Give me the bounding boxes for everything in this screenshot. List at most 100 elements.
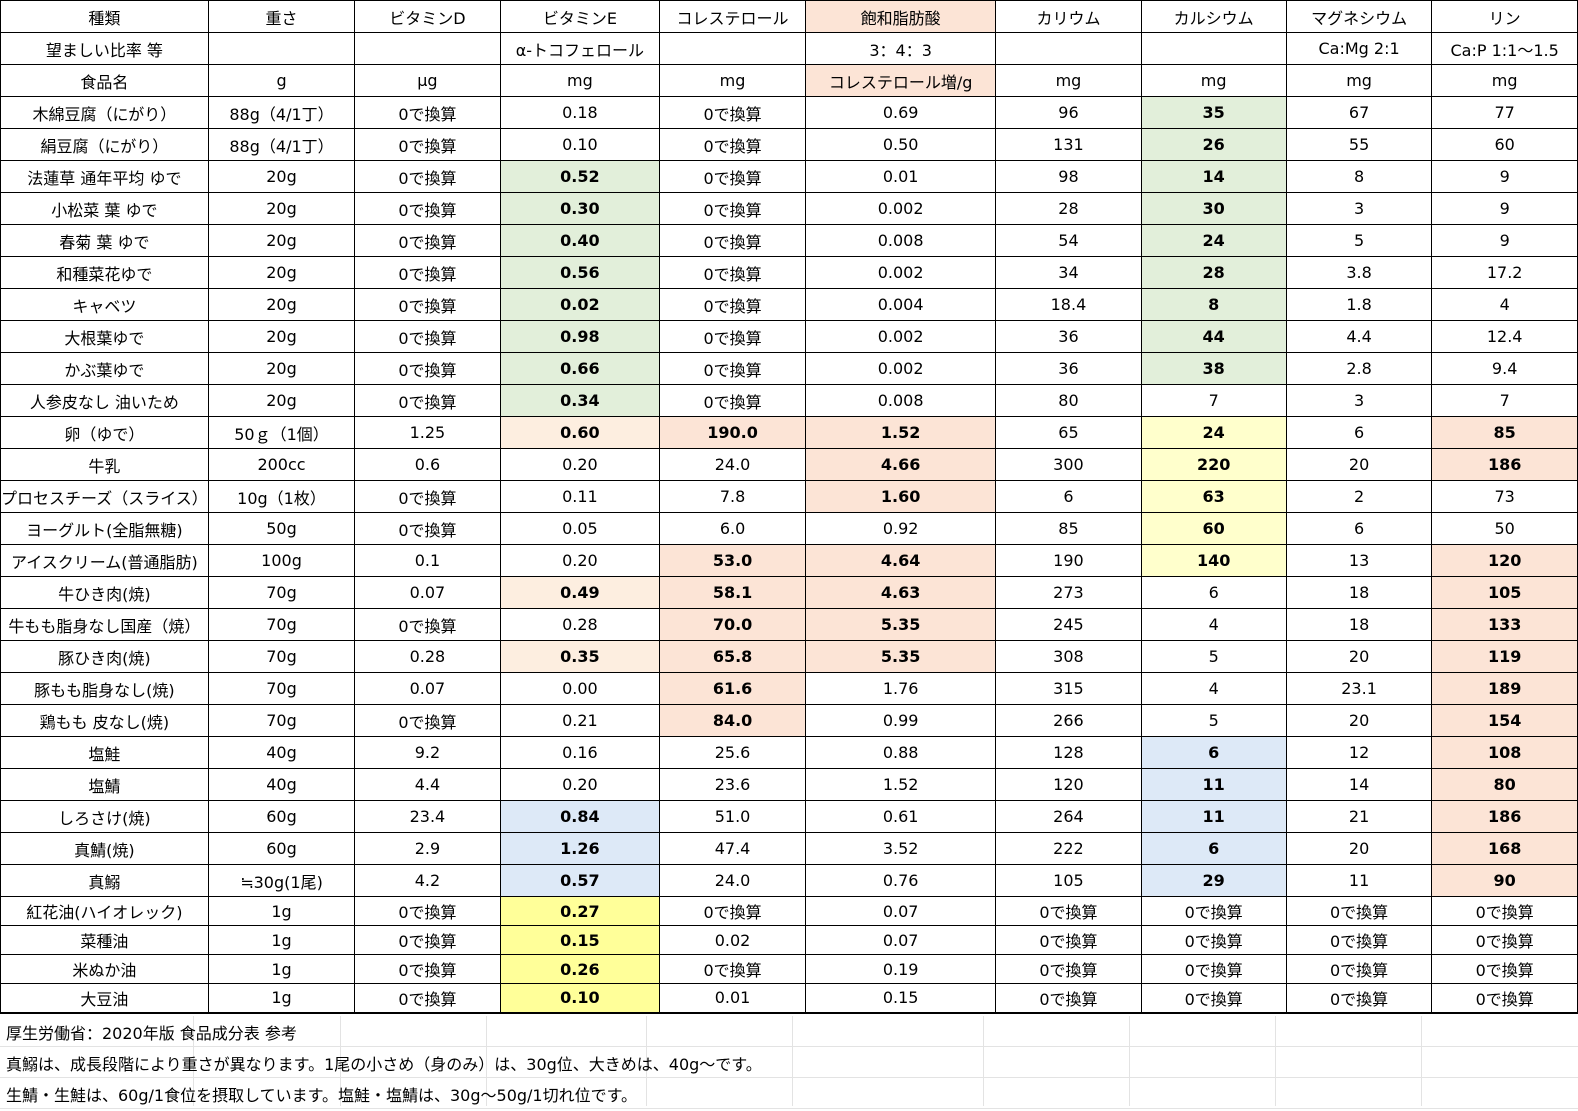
phosphorus-cell[interactable]: 80 — [1431, 768, 1578, 801]
header-cell[interactable]: g — [207, 64, 356, 97]
calcium-cell[interactable]: 4 — [1140, 672, 1287, 705]
vitamin-e-cell[interactable]: 0.34 — [499, 384, 661, 417]
vitamin-d-cell[interactable]: 1.25 — [354, 416, 501, 449]
vitamin-e-cell[interactable]: 0.52 — [499, 160, 661, 193]
cholesterol-cell[interactable]: 0.02 — [659, 925, 806, 955]
vitamin-e-cell[interactable]: 0.30 — [499, 192, 661, 225]
phosphorus-cell[interactable]: 9.4 — [1431, 352, 1578, 385]
cholesterol-cell[interactable]: 0で換算 — [659, 96, 806, 129]
saturated-fat-cell[interactable]: 0.99 — [804, 704, 997, 737]
header-cell[interactable]: カリウム — [995, 0, 1142, 33]
weight-cell[interactable]: 70g — [207, 672, 356, 705]
potassium-cell[interactable]: 98 — [995, 160, 1142, 193]
vitamin-d-cell[interactable]: 0で換算 — [354, 896, 501, 926]
vitamin-e-cell[interactable]: 0.56 — [499, 256, 661, 289]
vitamin-d-cell[interactable]: 0で換算 — [354, 384, 501, 417]
saturated-fat-cell[interactable]: 4.63 — [804, 576, 997, 609]
magnesium-cell[interactable]: 23.1 — [1285, 672, 1433, 705]
phosphorus-cell[interactable]: 0で換算 — [1431, 983, 1578, 1014]
calcium-cell[interactable]: 0で換算 — [1140, 954, 1287, 984]
phosphorus-cell[interactable]: 12.4 — [1431, 320, 1578, 353]
food-name-cell[interactable]: アイスクリーム(普通脂肪) — [0, 544, 209, 577]
magnesium-cell[interactable]: 4.4 — [1285, 320, 1433, 353]
vitamin-e-cell[interactable]: 0.84 — [499, 800, 661, 833]
cholesterol-cell[interactable]: 190.0 — [659, 416, 806, 449]
saturated-fat-cell[interactable]: 0.002 — [804, 256, 997, 289]
phosphorus-cell[interactable]: 186 — [1431, 800, 1578, 833]
header-cell[interactable]: 望ましい比率 等 — [0, 32, 209, 65]
weight-cell[interactable]: 40g — [207, 736, 356, 769]
saturated-fat-cell[interactable]: 0.002 — [804, 320, 997, 353]
food-name-cell[interactable]: 大根葉ゆで — [0, 320, 209, 353]
food-name-cell[interactable]: しろさけ(焼) — [0, 800, 209, 833]
cholesterol-cell[interactable]: 23.6 — [659, 768, 806, 801]
header-cell[interactable]: Ca:P 1:1～1.5 — [1431, 32, 1578, 65]
vitamin-d-cell[interactable]: 0で換算 — [354, 954, 501, 984]
cholesterol-cell[interactable]: 0で換算 — [659, 128, 806, 161]
potassium-cell[interactable]: 28 — [995, 192, 1142, 225]
magnesium-cell[interactable]: 0で換算 — [1285, 954, 1433, 984]
vitamin-d-cell[interactable]: 23.4 — [354, 800, 501, 833]
saturated-fat-cell[interactable]: 0.07 — [804, 925, 997, 955]
weight-cell[interactable]: 60g — [207, 832, 356, 865]
calcium-cell[interactable]: 220 — [1140, 448, 1287, 481]
magnesium-cell[interactable]: 20 — [1285, 704, 1433, 737]
magnesium-cell[interactable]: 8 — [1285, 160, 1433, 193]
header-cell[interactable]: mg — [1431, 64, 1578, 97]
vitamin-e-cell[interactable]: 0.16 — [499, 736, 661, 769]
magnesium-cell[interactable]: 3 — [1285, 384, 1433, 417]
weight-cell[interactable]: 1g — [207, 896, 356, 926]
saturated-fat-cell[interactable]: 1.76 — [804, 672, 997, 705]
header-cell[interactable]: 食品名 — [0, 64, 209, 97]
food-name-cell[interactable]: キャベツ — [0, 288, 209, 321]
saturated-fat-cell[interactable]: 0.88 — [804, 736, 997, 769]
saturated-fat-cell[interactable]: 0.008 — [804, 224, 997, 257]
saturated-fat-cell[interactable]: 0.004 — [804, 288, 997, 321]
vitamin-e-cell[interactable]: 0.28 — [499, 608, 661, 641]
vitamin-d-cell[interactable]: 4.4 — [354, 768, 501, 801]
vitamin-d-cell[interactable]: 0.1 — [354, 544, 501, 577]
vitamin-d-cell[interactable]: 0で換算 — [354, 704, 501, 737]
header-cell[interactable]: mg — [995, 64, 1142, 97]
phosphorus-cell[interactable]: 108 — [1431, 736, 1578, 769]
potassium-cell[interactable]: 128 — [995, 736, 1142, 769]
potassium-cell[interactable]: 0で換算 — [995, 896, 1142, 926]
potassium-cell[interactable]: 18.4 — [995, 288, 1142, 321]
food-name-cell[interactable]: プロセスチーズ（スライス） — [0, 480, 209, 513]
saturated-fat-cell[interactable]: 4.64 — [804, 544, 997, 577]
header-cell[interactable] — [207, 32, 356, 65]
calcium-cell[interactable]: 63 — [1140, 480, 1287, 513]
potassium-cell[interactable]: 245 — [995, 608, 1142, 641]
header-cell[interactable]: mg — [1285, 64, 1433, 97]
magnesium-cell[interactable]: 20 — [1285, 832, 1433, 865]
vitamin-d-cell[interactable]: 0で換算 — [354, 224, 501, 257]
food-name-cell[interactable]: 牛乳 — [0, 448, 209, 481]
vitamin-d-cell[interactable]: 0.07 — [354, 672, 501, 705]
saturated-fat-cell[interactable]: 1.60 — [804, 480, 997, 513]
calcium-cell[interactable]: 0で換算 — [1140, 983, 1287, 1014]
vitamin-e-cell[interactable]: 0.66 — [499, 352, 661, 385]
food-name-cell[interactable]: 真鯖(焼) — [0, 832, 209, 865]
saturated-fat-cell[interactable]: 4.66 — [804, 448, 997, 481]
vitamin-e-cell[interactable]: 0.40 — [499, 224, 661, 257]
phosphorus-cell[interactable]: 186 — [1431, 448, 1578, 481]
phosphorus-cell[interactable]: 133 — [1431, 608, 1578, 641]
magnesium-cell[interactable]: 12 — [1285, 736, 1433, 769]
potassium-cell[interactable]: 80 — [995, 384, 1142, 417]
calcium-cell[interactable]: 30 — [1140, 192, 1287, 225]
saturated-fat-cell[interactable]: 0.61 — [804, 800, 997, 833]
note-source[interactable]: 厚生労働省：2020年版 食品成分表 参考 — [6, 1024, 297, 1043]
saturated-fat-cell[interactable]: 0.002 — [804, 192, 997, 225]
calcium-cell[interactable]: 60 — [1140, 512, 1287, 545]
phosphorus-cell[interactable]: 0で換算 — [1431, 896, 1578, 926]
vitamin-e-cell[interactable]: 0.49 — [499, 576, 661, 609]
header-cell[interactable]: コレステロール — [659, 0, 806, 33]
vitamin-d-cell[interactable]: 0.6 — [354, 448, 501, 481]
cholesterol-cell[interactable]: 0で換算 — [659, 192, 806, 225]
calcium-cell[interactable]: 4 — [1140, 608, 1287, 641]
magnesium-cell[interactable]: 55 — [1285, 128, 1433, 161]
potassium-cell[interactable]: 264 — [995, 800, 1142, 833]
vitamin-d-cell[interactable]: 0で換算 — [354, 256, 501, 289]
potassium-cell[interactable]: 315 — [995, 672, 1142, 705]
cholesterol-cell[interactable]: 0.01 — [659, 983, 806, 1014]
